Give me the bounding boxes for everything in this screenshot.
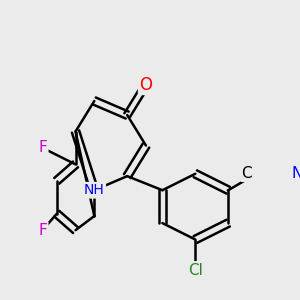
Text: Cl: Cl [188, 262, 203, 278]
Text: C: C [242, 166, 252, 181]
Text: F: F [38, 223, 47, 238]
Text: N: N [291, 166, 300, 181]
Text: F: F [38, 140, 47, 155]
Text: NH: NH [84, 183, 105, 197]
Text: O: O [140, 76, 152, 94]
